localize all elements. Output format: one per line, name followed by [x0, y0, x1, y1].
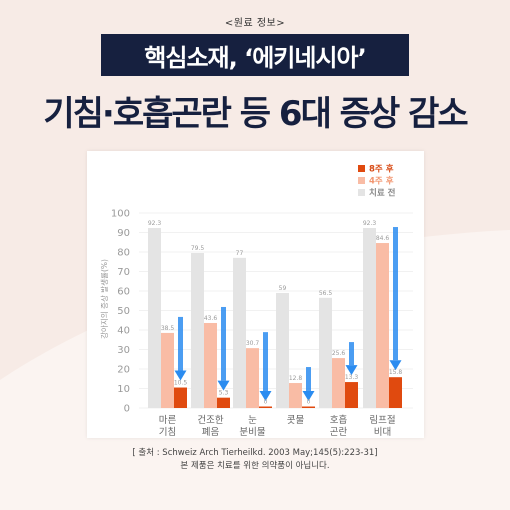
- x-category-label: 림프절: [369, 414, 395, 426]
- y-tick-label: 40: [117, 326, 130, 337]
- decrease-arrow-icon: [389, 227, 402, 371]
- x-category-label: 눈: [248, 415, 257, 426]
- data-label: 92.3: [363, 220, 377, 227]
- bar-8-weeks: [217, 397, 230, 408]
- bar-8-weeks: [302, 406, 315, 408]
- data-label: 10.5: [174, 380, 188, 387]
- page-title: 핵심소재, ‘에키네시아’: [144, 43, 366, 72]
- y-tick-label: 100: [111, 209, 130, 220]
- y-tick-label: 80: [117, 248, 130, 259]
- citation: [ 출처 : Schweiz Arch Tierheilkd. 2003 May…: [132, 448, 378, 458]
- y-tick-label: 30: [117, 345, 130, 356]
- data-label: 38.5: [161, 325, 175, 332]
- bar-4-weeks: [204, 322, 217, 408]
- x-category-label: 폐음: [202, 426, 220, 438]
- x-category-label: 마른: [159, 415, 177, 426]
- x-category-label: 곤란: [330, 426, 348, 438]
- bar-before-treatment: [233, 257, 246, 408]
- y-tick-label: 20: [117, 365, 130, 376]
- x-category-label: 건조한: [197, 415, 223, 426]
- source-tag: <원료 정보>: [224, 18, 286, 29]
- bar-4-weeks: [161, 332, 174, 408]
- decrease-arrow-icon: [345, 342, 358, 376]
- decrease-arrow-icon: [302, 367, 315, 401]
- y-tick-label: 0: [124, 404, 130, 415]
- legend-label: 치료 전: [369, 188, 396, 199]
- y-tick-label: 70: [117, 267, 130, 278]
- data-label: 25.6: [332, 350, 346, 357]
- y-axis-label: 강아지의 증상 발생률(%): [99, 259, 109, 339]
- bar-4-weeks: [376, 243, 389, 408]
- y-tick-label: 90: [117, 228, 130, 239]
- bar-4-weeks: [246, 348, 259, 408]
- data-label: 77: [236, 250, 244, 257]
- bar-before-treatment: [276, 292, 289, 408]
- title-box: 핵심소재, ‘에키네시아’: [101, 34, 409, 76]
- data-label: 56.5: [319, 290, 333, 297]
- data-label: 12.8: [289, 375, 303, 382]
- bars-layer: [148, 228, 402, 408]
- bar-before-treatment: [148, 228, 161, 408]
- data-label: 92.3: [148, 220, 162, 227]
- bar-before-treatment: [191, 252, 204, 408]
- x-category-label: 비대: [374, 427, 391, 438]
- data-label: 79.5: [191, 245, 205, 252]
- legend-label: 8주 후: [369, 164, 394, 175]
- decrease-arrow-icon: [174, 316, 187, 381]
- decrease-arrow-icon: [259, 332, 272, 401]
- chart-legend: 8주 후4주 후치료 전: [358, 164, 396, 199]
- data-label: 59: [279, 285, 287, 292]
- y-tick-label: 10: [117, 384, 130, 395]
- data-label: 0: [307, 399, 311, 406]
- y-tick-label: 60: [117, 287, 130, 298]
- bar-8-weeks: [345, 382, 358, 408]
- legend-swatch: [358, 165, 365, 172]
- bar-4-weeks: [289, 383, 302, 408]
- data-label: 15.8: [389, 369, 403, 376]
- bar-chart: 0 10 20 30 40 50 60 70 80 90 100 강아지의 증상 발생률(%) 92…: [99, 164, 413, 438]
- arrows-layer: [174, 227, 402, 401]
- legend-swatch: [358, 177, 365, 184]
- x-category-label: 기침: [159, 427, 176, 438]
- data-label: 30.7: [246, 340, 260, 347]
- x-category-label: 콧물: [287, 415, 305, 426]
- data-label: 5.3: [219, 390, 229, 397]
- data-label: 13.3: [345, 374, 359, 381]
- legend-label: 4주 후: [369, 176, 394, 187]
- data-label: 0: [264, 399, 268, 406]
- y-axis: 0 10 20 30 40 50 60 70 80 90 100: [111, 209, 130, 415]
- y-tick-label: 50: [117, 306, 130, 317]
- bar-8-weeks: [174, 387, 187, 408]
- disclaimer: 본 제품은 치료를 위한 의약품이 아닙니다.: [180, 461, 330, 471]
- bar-4-weeks: [332, 358, 345, 408]
- data-label: 43.6: [204, 315, 218, 322]
- headline: 기침·호흡곤란 등 6대 증상 감소: [43, 94, 468, 134]
- data-label: 84.6: [376, 235, 390, 242]
- x-category-label: 호흡: [330, 414, 348, 426]
- bar-8-weeks: [389, 377, 402, 408]
- chart-card: 0 10 20 30 40 50 60 70 80 90 100 강아지의 증상 발생률(%) 92…: [87, 151, 424, 438]
- legend-swatch: [358, 189, 365, 196]
- decrease-arrow-icon: [217, 306, 230, 391]
- bar-8-weeks: [259, 406, 272, 408]
- labels-layer: 92.3 38.5 10.5 79.5 43.6 5.3 77 30.7 0 59 12.8 0 56.…: [148, 220, 403, 405]
- x-category-label: 분비물: [239, 427, 265, 438]
- bar-before-treatment: [363, 228, 376, 408]
- bar-before-treatment: [319, 297, 332, 408]
